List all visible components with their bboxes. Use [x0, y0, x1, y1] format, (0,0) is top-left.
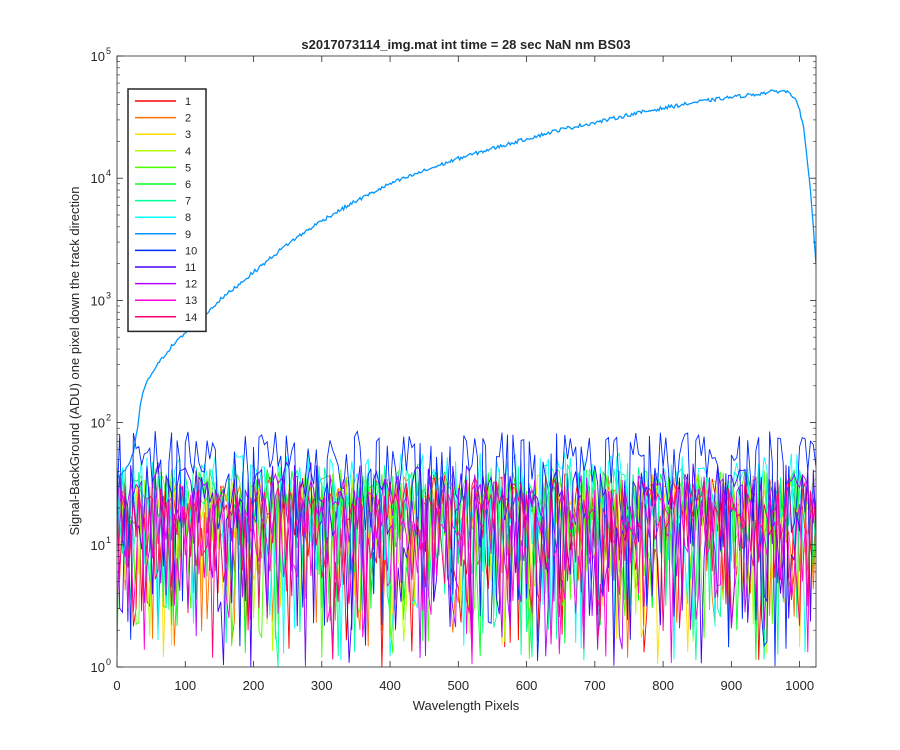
legend-label-5: 5: [185, 162, 191, 174]
legend-label-9: 9: [185, 229, 191, 241]
series-line-8: [117, 451, 816, 661]
y-tick-label: 10: [91, 171, 105, 186]
legend-label-8: 8: [185, 212, 191, 224]
legend-label-6: 6: [185, 179, 191, 191]
y-tick-exponent: 3: [106, 290, 111, 300]
y-axis-label: Signal-BackGround (ADU) one pixel down t…: [67, 186, 82, 535]
y-tick-exponent: 1: [106, 535, 111, 545]
legend-label-11: 11: [185, 262, 196, 274]
legend-label-4: 4: [185, 146, 191, 158]
legend-box: [127, 88, 207, 333]
x-tick-label: 100: [174, 678, 196, 693]
y-tick-label: 10: [91, 660, 105, 675]
chart-title: s2017073114_img.mat int time = 28 sec Na…: [301, 37, 630, 52]
y-tick-exponent: 5: [106, 46, 111, 56]
series-layer: [117, 89, 816, 667]
x-tick-label: 500: [447, 678, 469, 693]
x-tick-label: 0: [113, 678, 120, 693]
legend-label-12: 12: [185, 279, 197, 291]
series-line-10: [117, 430, 816, 667]
legend-label-13: 13: [185, 295, 197, 307]
series-line-2: [117, 472, 816, 658]
legend-label-1: 1: [185, 96, 191, 108]
legend-label-2: 2: [185, 113, 191, 125]
series-line-13: [117, 488, 816, 665]
x-tick-label: 900: [721, 678, 743, 693]
legend-label-14: 14: [185, 312, 197, 324]
legend-label-3: 3: [185, 129, 191, 141]
y-tick-label: 10: [91, 538, 105, 553]
x-tick-label: 800: [652, 678, 674, 693]
y-tick-label: 10: [91, 49, 105, 64]
y-tick-label: 10: [91, 293, 105, 308]
series-line-9: [117, 89, 816, 479]
x-tick-label: 700: [584, 678, 606, 693]
x-axis-label: Wavelength Pixels: [413, 698, 520, 713]
x-tick-label: 600: [516, 678, 538, 693]
y-tick-exponent: 0: [106, 657, 111, 667]
series-line-1: [117, 473, 816, 667]
x-tick-label: 200: [243, 678, 265, 693]
legend-label-7: 7: [185, 196, 191, 208]
y-tick-exponent: 2: [106, 413, 111, 423]
x-tick-label: 400: [379, 678, 401, 693]
axes-box: [116, 55, 817, 668]
x-tick-label: 1000: [785, 678, 814, 693]
series-line-14: [117, 478, 816, 660]
y-tick-exponent: 4: [106, 168, 111, 178]
legend-label-10: 10: [185, 245, 197, 257]
y-tick-label: 10: [91, 416, 105, 431]
x-tick-label: 300: [311, 678, 333, 693]
